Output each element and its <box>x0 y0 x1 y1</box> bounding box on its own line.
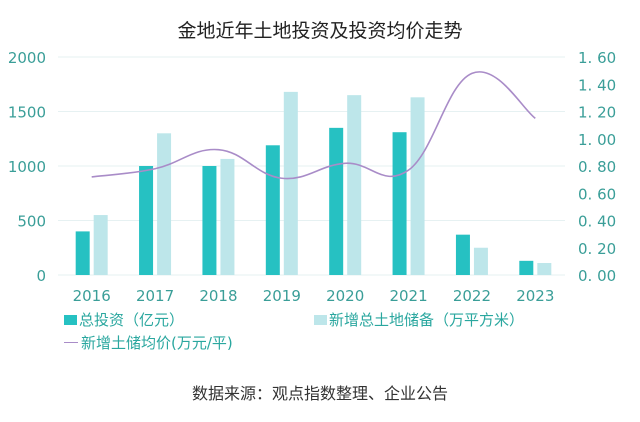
right-axis-tick-label: 0. 40 <box>578 213 616 231</box>
bar-new-land-reserve <box>93 215 108 275</box>
left-axis-tick-label: 500 <box>17 213 46 231</box>
legend-line-swatch <box>64 342 78 343</box>
line-point <box>91 176 93 178</box>
right-axis-tick-label: 1. 40 <box>578 76 616 94</box>
x-axis-tick-label: 2018 <box>199 287 237 305</box>
left-axis-tick-label: 1500 <box>8 104 46 122</box>
x-axis-tick-label: 2022 <box>453 287 491 305</box>
bar-total-investment <box>202 166 217 275</box>
x-axis-tick-label: 2020 <box>326 287 364 305</box>
bar-total-investment <box>519 260 534 275</box>
line-point <box>408 169 410 171</box>
line-point <box>218 149 220 151</box>
x-axis-ticks: 2016 2017 2018 2019 2020 2021 2022 2023 <box>73 287 555 305</box>
right-axis-tick-label: 1. 20 <box>578 104 616 122</box>
chart-title: 金地近年土地投资及投资均价走势 <box>177 20 463 42</box>
legend-item-total-investment[interactable]: 总投资（亿元） <box>64 309 184 330</box>
legend-swatch-light-teal <box>314 314 327 325</box>
x-axis-tick-label: 2016 <box>73 287 111 305</box>
line-point <box>281 177 283 179</box>
bar-total-investment <box>75 231 90 275</box>
gridlines <box>58 56 565 276</box>
legend-item-avg-price[interactable]: 新增土储均价(万元/平) <box>64 332 233 353</box>
right-axis-ticks: 0. 00 0. 20 0. 40 0. 60 0. 80 1. 00 1. 20 1. 40… <box>578 49 616 285</box>
left-axis-tick-label: 1000 <box>8 158 46 176</box>
right-axis-tick-label: 0. 80 <box>578 158 616 176</box>
right-axis-tick-label: 0. 60 <box>578 185 616 203</box>
bar-new-land-reserve <box>347 95 362 276</box>
legend-label: 总投资（亿元） <box>79 311 185 329</box>
legend-label: 新增总土地储备（万平方米） <box>329 311 525 329</box>
bar-new-land-reserve <box>537 263 552 275</box>
x-axis-tick-label: 2021 <box>389 287 427 305</box>
bar-new-land-reserve <box>410 97 425 275</box>
source-note: 数据来源：观点指数整理、企业公告 <box>191 384 448 403</box>
bar-total-investment <box>392 132 407 275</box>
legend-label: 新增土储均价(万元/平) <box>81 334 233 352</box>
bar-new-land-reserve <box>473 247 488 275</box>
left-axis-ticks: 0 500 1000 1500 2000 <box>8 49 46 285</box>
bar-new-land-reserve <box>157 133 172 275</box>
legend-item-new-land-reserve[interactable]: 新增总土地储备（万平方米） <box>314 309 524 330</box>
price-line <box>91 71 537 180</box>
bar-new-land-reserve <box>220 158 235 275</box>
left-axis-tick-label: 2000 <box>8 49 46 67</box>
left-axis-tick-label: 0 <box>36 267 46 285</box>
right-axis-tick-label: 1. 60 <box>578 49 616 67</box>
line-point <box>471 73 473 75</box>
right-axis-tick-label: 0. 00 <box>578 267 616 285</box>
x-axis-tick-label: 2017 <box>136 287 174 305</box>
x-axis-tick-label: 2019 <box>263 287 301 305</box>
line-point <box>154 168 156 170</box>
x-axis-tick-label: 2023 <box>516 287 554 305</box>
bar-total-investment <box>139 166 154 275</box>
bar-total-investment <box>265 145 280 275</box>
legend-swatch-dark-teal <box>64 314 77 325</box>
right-axis-tick-label: 1. 00 <box>578 131 616 149</box>
bar-total-investment <box>329 127 344 275</box>
line-point <box>535 118 537 120</box>
bar-total-investment <box>455 234 470 275</box>
line-point <box>344 162 346 164</box>
bar-new-land-reserve <box>283 91 298 275</box>
right-axis-tick-label: 0. 20 <box>578 240 616 258</box>
line-avg-price <box>91 71 536 180</box>
bars <box>75 91 552 276</box>
